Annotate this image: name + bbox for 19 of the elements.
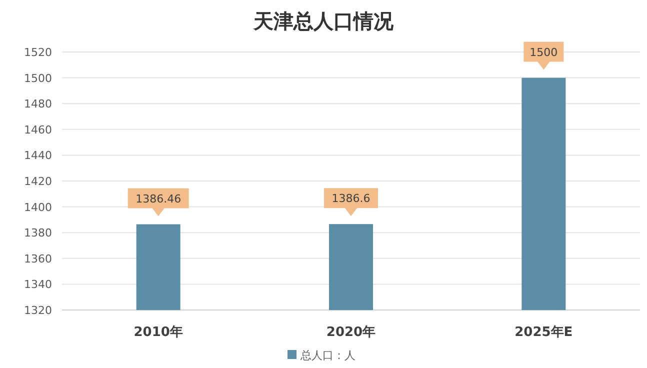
y-tick-label: 1480 (24, 98, 52, 111)
data-label: 1386.46 (136, 192, 182, 206)
x-tick-label: 2025年E (514, 325, 573, 340)
y-tick-label: 1420 (24, 175, 52, 188)
y-tick-label: 1400 (24, 200, 52, 214)
chart-title: 天津总人口情况 (252, 10, 394, 33)
y-tick-label: 1360 (24, 252, 52, 266)
y-tick-label: 1380 (24, 226, 52, 240)
y-tick-label: 1340 (24, 278, 52, 292)
x-tick-label: 2020年 (326, 325, 376, 340)
x-tick-label: 2010年 (134, 325, 183, 340)
data-label: 1500 (530, 46, 558, 59)
legend-label: 总人口：人 (300, 349, 356, 362)
y-tick-label: 1320 (24, 304, 52, 317)
y-tick-label: 1460 (24, 123, 52, 136)
y-tick-label: 1440 (24, 149, 52, 162)
y-tick-label: 1520 (24, 46, 52, 59)
y-tick-label: 1500 (24, 72, 52, 85)
data-label: 1386.6 (332, 192, 370, 206)
